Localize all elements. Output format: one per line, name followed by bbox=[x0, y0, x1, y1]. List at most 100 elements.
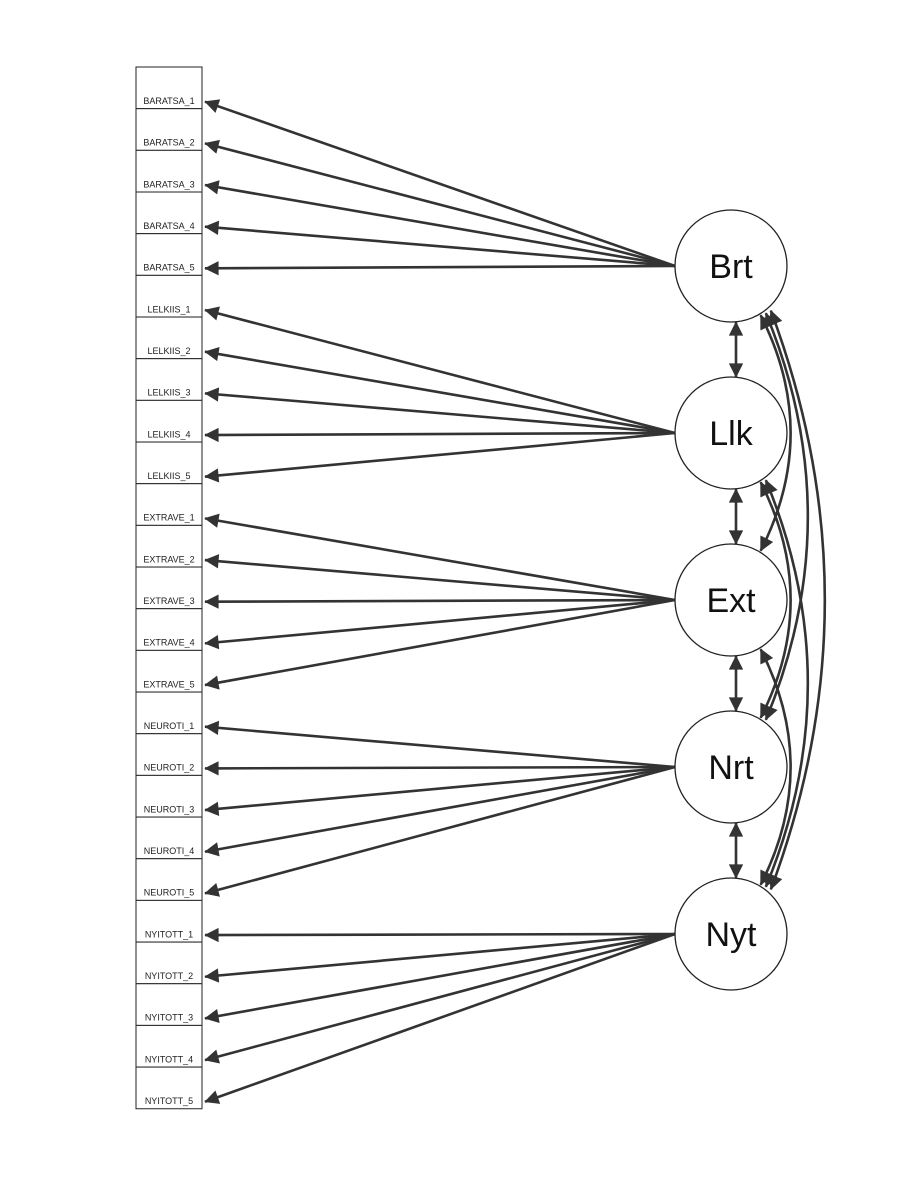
indicator-box bbox=[135, 66, 203, 110]
indicator-box bbox=[135, 608, 203, 651]
loading-arrow-nrt-neuroti-5 bbox=[204, 765, 676, 897]
indicators-layer: BARATSA_1 BARATSA_2 BARATSA_3 BARATSA_4 BARA… bbox=[135, 66, 203, 1110]
covariance-arrow-llk-nyt bbox=[764, 479, 810, 888]
indicator-box bbox=[135, 1066, 203, 1110]
indicator-label: LELKIIS_2 bbox=[147, 346, 190, 356]
indicator-label: EXTRAVE_1 bbox=[143, 513, 194, 523]
indicator-label: BARATSA_4 bbox=[143, 221, 194, 231]
indicator-extrave-1: EXTRAVE_1 bbox=[135, 483, 203, 526]
edges-layer bbox=[204, 99, 827, 1104]
latent-circle bbox=[674, 376, 788, 490]
loading-arrow-llk-lelkiis-4 bbox=[204, 427, 676, 443]
indicator-box bbox=[135, 233, 203, 276]
indicator-box bbox=[135, 399, 203, 443]
latent-llk: Llk bbox=[674, 376, 788, 490]
indicator-nyitott-3: NYITOTT_3 bbox=[135, 983, 203, 1026]
indicator-box bbox=[135, 483, 203, 526]
indicator-label: NYITOTT_1 bbox=[145, 929, 193, 939]
latents-layer: Brt Llk Ext Nrt Nyt bbox=[674, 209, 788, 991]
loading-arrow-brt-baratsa-4 bbox=[204, 220, 676, 268]
indicator-box bbox=[135, 774, 203, 818]
indicator-neuroti-4: NEUROTI_4 bbox=[135, 816, 203, 860]
covariance-arrow-brt-nyt bbox=[768, 309, 827, 891]
latent-circle bbox=[674, 710, 788, 824]
indicator-box bbox=[135, 941, 203, 985]
loading-arrow-nrt-neuroti-4 bbox=[204, 765, 676, 857]
indicator-label: EXTRAVE_4 bbox=[143, 638, 194, 648]
loading-arrow-llk-lelkiis-5 bbox=[204, 431, 676, 483]
indicator-neuroti-5: NEUROTI_5 bbox=[135, 858, 203, 901]
loading-arrow-brt-baratsa-2 bbox=[204, 139, 676, 268]
indicator-lelkiis-1: LELKIIS_1 bbox=[135, 274, 203, 318]
indicator-neuroti-3: NEUROTI_3 bbox=[135, 774, 203, 818]
latent-label: Llk bbox=[709, 415, 753, 453]
indicator-box bbox=[135, 358, 203, 401]
latent-nrt: Nrt bbox=[674, 710, 788, 824]
indicator-lelkiis-5: LELKIIS_5 bbox=[135, 441, 203, 485]
indicator-box bbox=[135, 816, 203, 860]
indicator-lelkiis-3: LELKIIS_3 bbox=[135, 358, 203, 401]
indicator-baratsa-5: BARATSA_5 bbox=[135, 233, 203, 276]
indicator-box bbox=[135, 524, 203, 568]
indicator-box bbox=[135, 899, 203, 943]
indicator-label: LELKIIS_3 bbox=[147, 388, 190, 398]
loading-arrow-brt-baratsa-1 bbox=[204, 99, 676, 268]
indicator-label: LELKIIS_4 bbox=[147, 429, 190, 439]
loading-arrow-nrt-neuroti-3 bbox=[204, 765, 676, 816]
indicator-label: NYITOTT_4 bbox=[145, 1054, 193, 1064]
indicator-box bbox=[135, 649, 203, 693]
indicator-neuroti-2: NEUROTI_2 bbox=[135, 733, 203, 776]
indicator-label: NYITOTT_3 bbox=[145, 1013, 193, 1023]
latent-label: Nrt bbox=[708, 749, 754, 787]
latent-nyt: Nyt bbox=[674, 877, 788, 991]
covariance-arrow-ext-nyt bbox=[759, 648, 792, 886]
indicator-extrave-2: EXTRAVE_2 bbox=[135, 524, 203, 568]
indicator-neuroti-1: NEUROTI_1 bbox=[135, 691, 203, 735]
indicator-box bbox=[135, 983, 203, 1026]
latent-circle bbox=[674, 209, 788, 323]
latent-brt: Brt bbox=[674, 209, 788, 323]
latent-label: Nyt bbox=[706, 916, 758, 954]
loading-arrow-llk-lelkiis-1 bbox=[204, 306, 676, 435]
indicator-box bbox=[135, 149, 203, 193]
indicator-label: NEUROTI_4 bbox=[144, 846, 195, 856]
indicator-extrave-3: EXTRAVE_3 bbox=[135, 566, 203, 610]
latent-label: Brt bbox=[709, 248, 753, 286]
loading-arrow-llk-lelkiis-2 bbox=[204, 346, 676, 435]
indicator-label: NYITOTT_2 bbox=[145, 971, 193, 981]
latent-circle bbox=[674, 877, 788, 991]
indicator-label: NEUROTI_2 bbox=[144, 763, 195, 773]
loading-arrow-nyt-nyitott-2 bbox=[204, 932, 676, 983]
indicator-box bbox=[135, 108, 203, 151]
indicator-baratsa-3: BARATSA_3 bbox=[135, 149, 203, 193]
indicator-extrave-4: EXTRAVE_4 bbox=[135, 608, 203, 651]
loading-arrow-ext-extrave-2 bbox=[204, 554, 676, 602]
loading-arrow-brt-baratsa-3 bbox=[204, 180, 676, 268]
loading-arrow-ext-extrave-4 bbox=[204, 598, 676, 650]
loading-arrow-llk-lelkiis-3 bbox=[204, 387, 676, 435]
loading-arrow-nyt-nyitott-5 bbox=[204, 932, 676, 1104]
loading-arrow-nyt-nyitott-1 bbox=[204, 927, 676, 943]
latent-label: Ext bbox=[706, 582, 756, 620]
loading-arrow-ext-extrave-1 bbox=[204, 513, 676, 602]
indicator-lelkiis-2: LELKIIS_2 bbox=[135, 316, 203, 360]
loading-arrow-ext-extrave-5 bbox=[204, 598, 676, 690]
indicator-nyitott-4: NYITOTT_4 bbox=[135, 1024, 203, 1068]
indicator-baratsa-4: BARATSA_4 bbox=[135, 191, 203, 235]
indicator-box bbox=[135, 1024, 203, 1068]
indicator-nyitott-1: NYITOTT_1 bbox=[135, 899, 203, 943]
indicator-label: LELKIIS_1 bbox=[147, 304, 190, 314]
indicator-box bbox=[135, 566, 203, 610]
indicator-label: EXTRAVE_3 bbox=[143, 596, 194, 606]
indicator-label: EXTRAVE_5 bbox=[143, 679, 194, 689]
indicator-box bbox=[135, 858, 203, 901]
loading-arrow-nrt-neuroti-2 bbox=[204, 761, 676, 776]
latent-circle bbox=[674, 543, 788, 657]
indicator-label: NEUROTI_1 bbox=[144, 721, 195, 731]
indicator-label: NEUROTI_5 bbox=[144, 888, 195, 898]
indicator-label: NEUROTI_3 bbox=[144, 804, 195, 814]
indicator-label: NYITOTT_5 bbox=[145, 1096, 193, 1106]
indicator-label: BARATSA_3 bbox=[143, 179, 194, 189]
loading-arrow-brt-baratsa-5 bbox=[204, 261, 676, 276]
